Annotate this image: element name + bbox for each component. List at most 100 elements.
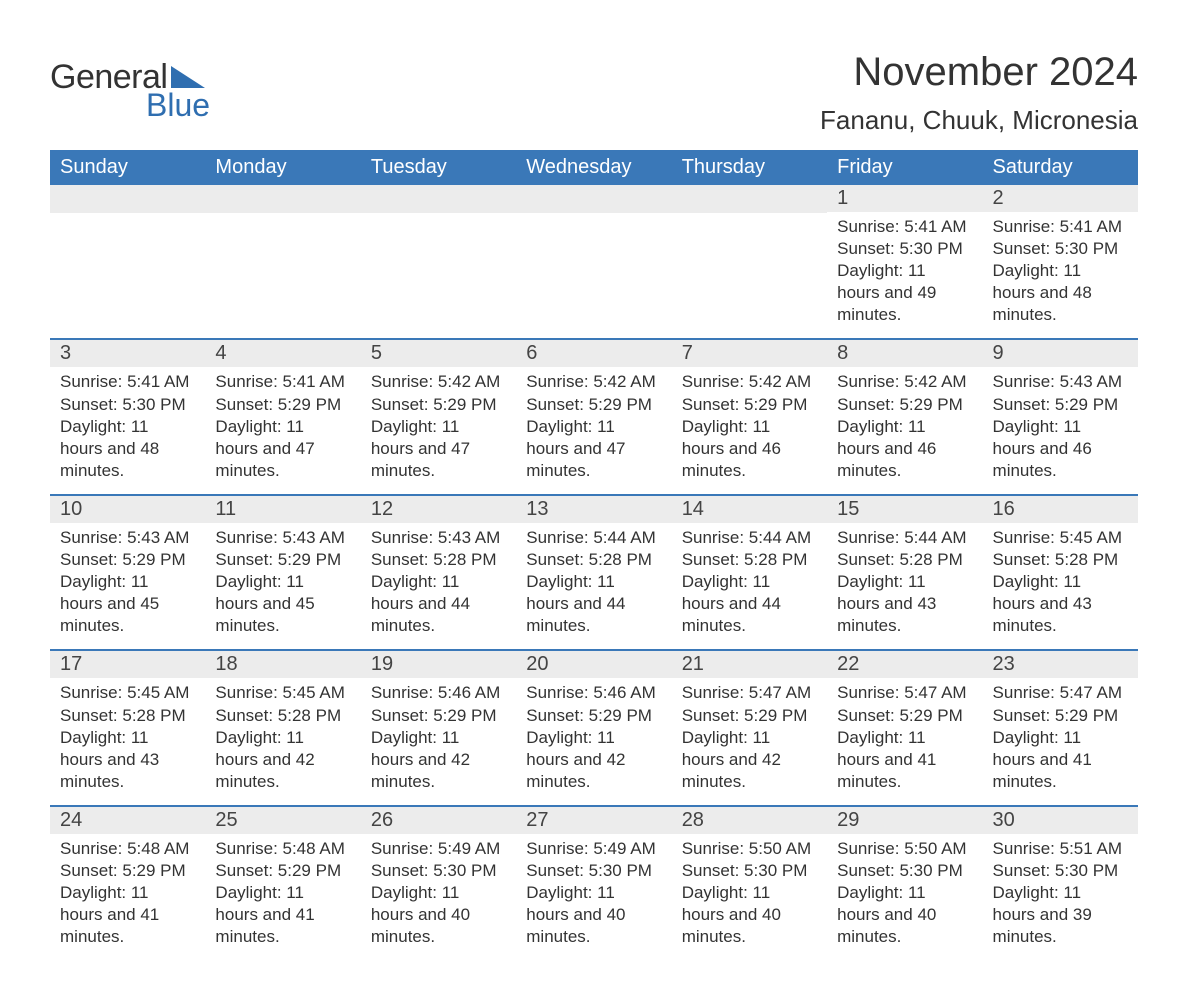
calendar-day: 17Sunrise: 5:45 AMSunset: 5:28 PMDayligh… xyxy=(50,651,205,792)
day-header: Sunday xyxy=(50,150,205,185)
daylight-text: Daylight: 11 hours and 41 minutes. xyxy=(215,882,350,948)
day-number: 20 xyxy=(516,651,671,678)
page-title: November 2024 xyxy=(820,50,1138,95)
sunrise-text: Sunrise: 5:45 AM xyxy=(60,682,195,704)
day-details: Sunrise: 5:48 AMSunset: 5:29 PMDaylight:… xyxy=(50,834,205,948)
day-header: Saturday xyxy=(983,150,1138,185)
day-details: Sunrise: 5:42 AMSunset: 5:29 PMDaylight:… xyxy=(827,367,982,481)
sunrise-text: Sunrise: 5:42 AM xyxy=(371,371,506,393)
sunrise-text: Sunrise: 5:42 AM xyxy=(837,371,972,393)
sunrise-text: Sunrise: 5:47 AM xyxy=(993,682,1128,704)
day-header: Tuesday xyxy=(361,150,516,185)
sunrise-text: Sunrise: 5:42 AM xyxy=(526,371,661,393)
day-number: 12 xyxy=(361,496,516,523)
day-details: Sunrise: 5:42 AMSunset: 5:29 PMDaylight:… xyxy=(672,367,827,481)
sunset-text: Sunset: 5:28 PM xyxy=(993,549,1128,571)
calendar-table: SundayMondayTuesdayWednesdayThursdayFrid… xyxy=(50,150,1138,960)
header-region: General Blue November 2024 Fananu, Chuuk… xyxy=(50,50,1138,136)
sunrise-text: Sunrise: 5:46 AM xyxy=(371,682,506,704)
day-number: 30 xyxy=(983,807,1138,834)
calendar-day: 25Sunrise: 5:48 AMSunset: 5:29 PMDayligh… xyxy=(205,807,360,948)
day-details: Sunrise: 5:47 AMSunset: 5:29 PMDaylight:… xyxy=(983,678,1138,792)
calendar-day: 4Sunrise: 5:41 AMSunset: 5:29 PMDaylight… xyxy=(205,340,360,481)
day-details: Sunrise: 5:46 AMSunset: 5:29 PMDaylight:… xyxy=(516,678,671,792)
day-number: 23 xyxy=(983,651,1138,678)
daylight-text: Daylight: 11 hours and 44 minutes. xyxy=(371,571,506,637)
sunset-text: Sunset: 5:28 PM xyxy=(371,549,506,571)
daylight-text: Daylight: 11 hours and 48 minutes. xyxy=(60,416,195,482)
calendar-day: 3Sunrise: 5:41 AMSunset: 5:30 PMDaylight… xyxy=(50,340,205,481)
day-header: Thursday xyxy=(672,150,827,185)
day-number: 5 xyxy=(361,340,516,367)
day-number: 2 xyxy=(983,185,1138,212)
sunset-text: Sunset: 5:28 PM xyxy=(60,705,195,727)
calendar-day: 27Sunrise: 5:49 AMSunset: 5:30 PMDayligh… xyxy=(516,807,671,948)
day-number: 1 xyxy=(827,185,982,212)
day-number: 22 xyxy=(827,651,982,678)
day-details: Sunrise: 5:49 AMSunset: 5:30 PMDaylight:… xyxy=(516,834,671,948)
sunset-text: Sunset: 5:30 PM xyxy=(837,860,972,882)
day-header-row: SundayMondayTuesdayWednesdayThursdayFrid… xyxy=(50,150,1138,185)
calendar-day: 20Sunrise: 5:46 AMSunset: 5:29 PMDayligh… xyxy=(516,651,671,792)
daylight-text: Daylight: 11 hours and 43 minutes. xyxy=(993,571,1128,637)
sunrise-text: Sunrise: 5:45 AM xyxy=(993,527,1128,549)
daylight-text: Daylight: 11 hours and 45 minutes. xyxy=(60,571,195,637)
daylight-text: Daylight: 11 hours and 42 minutes. xyxy=(215,727,350,793)
sunrise-text: Sunrise: 5:42 AM xyxy=(682,371,817,393)
sunset-text: Sunset: 5:29 PM xyxy=(60,860,195,882)
day-details: Sunrise: 5:45 AMSunset: 5:28 PMDaylight:… xyxy=(983,523,1138,637)
sunrise-text: Sunrise: 5:44 AM xyxy=(682,527,817,549)
day-number: 9 xyxy=(983,340,1138,367)
calendar-day xyxy=(361,185,516,326)
day-number xyxy=(205,185,360,213)
sunrise-text: Sunrise: 5:49 AM xyxy=(526,838,661,860)
sunset-text: Sunset: 5:29 PM xyxy=(526,705,661,727)
day-details: Sunrise: 5:45 AMSunset: 5:28 PMDaylight:… xyxy=(50,678,205,792)
day-number: 11 xyxy=(205,496,360,523)
sunrise-text: Sunrise: 5:48 AM xyxy=(215,838,350,860)
sunrise-text: Sunrise: 5:41 AM xyxy=(837,216,972,238)
sunrise-text: Sunrise: 5:51 AM xyxy=(993,838,1128,860)
daylight-text: Daylight: 11 hours and 41 minutes. xyxy=(60,882,195,948)
daylight-text: Daylight: 11 hours and 40 minutes. xyxy=(837,882,972,948)
sunrise-text: Sunrise: 5:44 AM xyxy=(526,527,661,549)
daylight-text: Daylight: 11 hours and 47 minutes. xyxy=(371,416,506,482)
sunset-text: Sunset: 5:29 PM xyxy=(215,860,350,882)
sunset-text: Sunset: 5:28 PM xyxy=(215,705,350,727)
sunset-text: Sunset: 5:29 PM xyxy=(993,705,1128,727)
calendar-day: 29Sunrise: 5:50 AMSunset: 5:30 PMDayligh… xyxy=(827,807,982,948)
daylight-text: Daylight: 11 hours and 41 minutes. xyxy=(837,727,972,793)
logo-triangle-icon xyxy=(171,66,205,88)
day-number: 29 xyxy=(827,807,982,834)
day-header: Friday xyxy=(827,150,982,185)
calendar-day: 19Sunrise: 5:46 AMSunset: 5:29 PMDayligh… xyxy=(361,651,516,792)
day-details: Sunrise: 5:42 AMSunset: 5:29 PMDaylight:… xyxy=(361,367,516,481)
day-number: 21 xyxy=(672,651,827,678)
daylight-text: Daylight: 11 hours and 46 minutes. xyxy=(682,416,817,482)
day-number: 15 xyxy=(827,496,982,523)
day-number: 18 xyxy=(205,651,360,678)
calendar-day: 6Sunrise: 5:42 AMSunset: 5:29 PMDaylight… xyxy=(516,340,671,481)
sunset-text: Sunset: 5:28 PM xyxy=(837,549,972,571)
calendar-day xyxy=(672,185,827,326)
day-number: 13 xyxy=(516,496,671,523)
day-details: Sunrise: 5:47 AMSunset: 5:29 PMDaylight:… xyxy=(827,678,982,792)
sunrise-text: Sunrise: 5:43 AM xyxy=(371,527,506,549)
sunrise-text: Sunrise: 5:41 AM xyxy=(60,371,195,393)
day-number: 10 xyxy=(50,496,205,523)
calendar-week: 3Sunrise: 5:41 AMSunset: 5:30 PMDaylight… xyxy=(50,338,1138,493)
calendar-day: 15Sunrise: 5:44 AMSunset: 5:28 PMDayligh… xyxy=(827,496,982,637)
calendar-day xyxy=(50,185,205,326)
day-details: Sunrise: 5:41 AMSunset: 5:29 PMDaylight:… xyxy=(205,367,360,481)
daylight-text: Daylight: 11 hours and 49 minutes. xyxy=(837,260,972,326)
sunset-text: Sunset: 5:29 PM xyxy=(371,705,506,727)
day-details: Sunrise: 5:44 AMSunset: 5:28 PMDaylight:… xyxy=(827,523,982,637)
day-number: 4 xyxy=(205,340,360,367)
calendar-day: 7Sunrise: 5:42 AMSunset: 5:29 PMDaylight… xyxy=(672,340,827,481)
sunset-text: Sunset: 5:29 PM xyxy=(215,394,350,416)
daylight-text: Daylight: 11 hours and 46 minutes. xyxy=(993,416,1128,482)
sunrise-text: Sunrise: 5:47 AM xyxy=(837,682,972,704)
day-details: Sunrise: 5:50 AMSunset: 5:30 PMDaylight:… xyxy=(672,834,827,948)
calendar-day: 28Sunrise: 5:50 AMSunset: 5:30 PMDayligh… xyxy=(672,807,827,948)
daylight-text: Daylight: 11 hours and 42 minutes. xyxy=(371,727,506,793)
